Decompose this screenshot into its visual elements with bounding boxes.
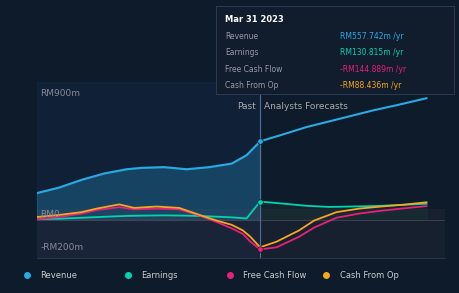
Bar [37, 209, 445, 258]
Text: Free Cash Flow: Free Cash Flow [243, 271, 306, 280]
Text: Revenue: Revenue [225, 32, 258, 41]
Text: RM900m: RM900m [40, 89, 80, 98]
Text: RM0: RM0 [40, 210, 60, 219]
Bar [37, 82, 260, 258]
Text: Earnings: Earnings [225, 48, 259, 57]
Text: -RM88.436m /yr: -RM88.436m /yr [340, 81, 401, 91]
Text: -RM200m: -RM200m [40, 243, 84, 253]
Text: Past: Past [238, 102, 256, 111]
Text: Earnings: Earnings [141, 271, 178, 280]
Text: Cash From Op: Cash From Op [340, 271, 398, 280]
Text: Mar 31 2023: Mar 31 2023 [225, 15, 284, 24]
Text: Analysts Forecasts: Analysts Forecasts [264, 102, 348, 111]
Text: Cash From Op: Cash From Op [225, 81, 279, 91]
Text: -RM144.889m /yr: -RM144.889m /yr [340, 65, 406, 74]
Text: Revenue: Revenue [40, 271, 77, 280]
Text: RM130.815m /yr: RM130.815m /yr [340, 48, 403, 57]
Text: RM557.742m /yr: RM557.742m /yr [340, 32, 403, 41]
Text: Free Cash Flow: Free Cash Flow [225, 65, 283, 74]
